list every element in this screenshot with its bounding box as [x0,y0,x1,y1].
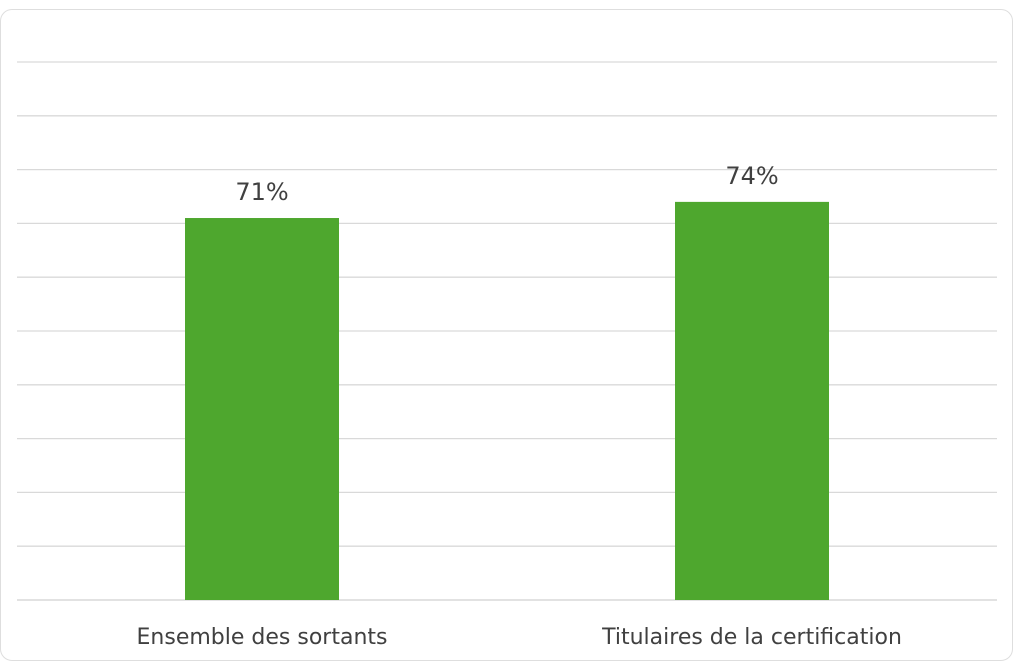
bars [185,201,829,600]
bar-1 [185,218,339,600]
category-label-1: Ensemble des sortants [137,625,388,646]
data-labels: 71% 74% [235,162,778,206]
category-labels: Ensemble des sortants Titulaires de la ce… [137,625,902,646]
category-label-2: Titulaires de la certification [601,625,902,646]
chart-frame [0,9,1013,661]
gridlines [17,61,997,601]
data-label-2: 74% [725,162,778,190]
bar-chart: 71% 74% Ensemble des sortants Titulaires d… [17,61,997,646]
data-label-1: 71% [235,178,288,206]
bar-2 [675,201,829,600]
